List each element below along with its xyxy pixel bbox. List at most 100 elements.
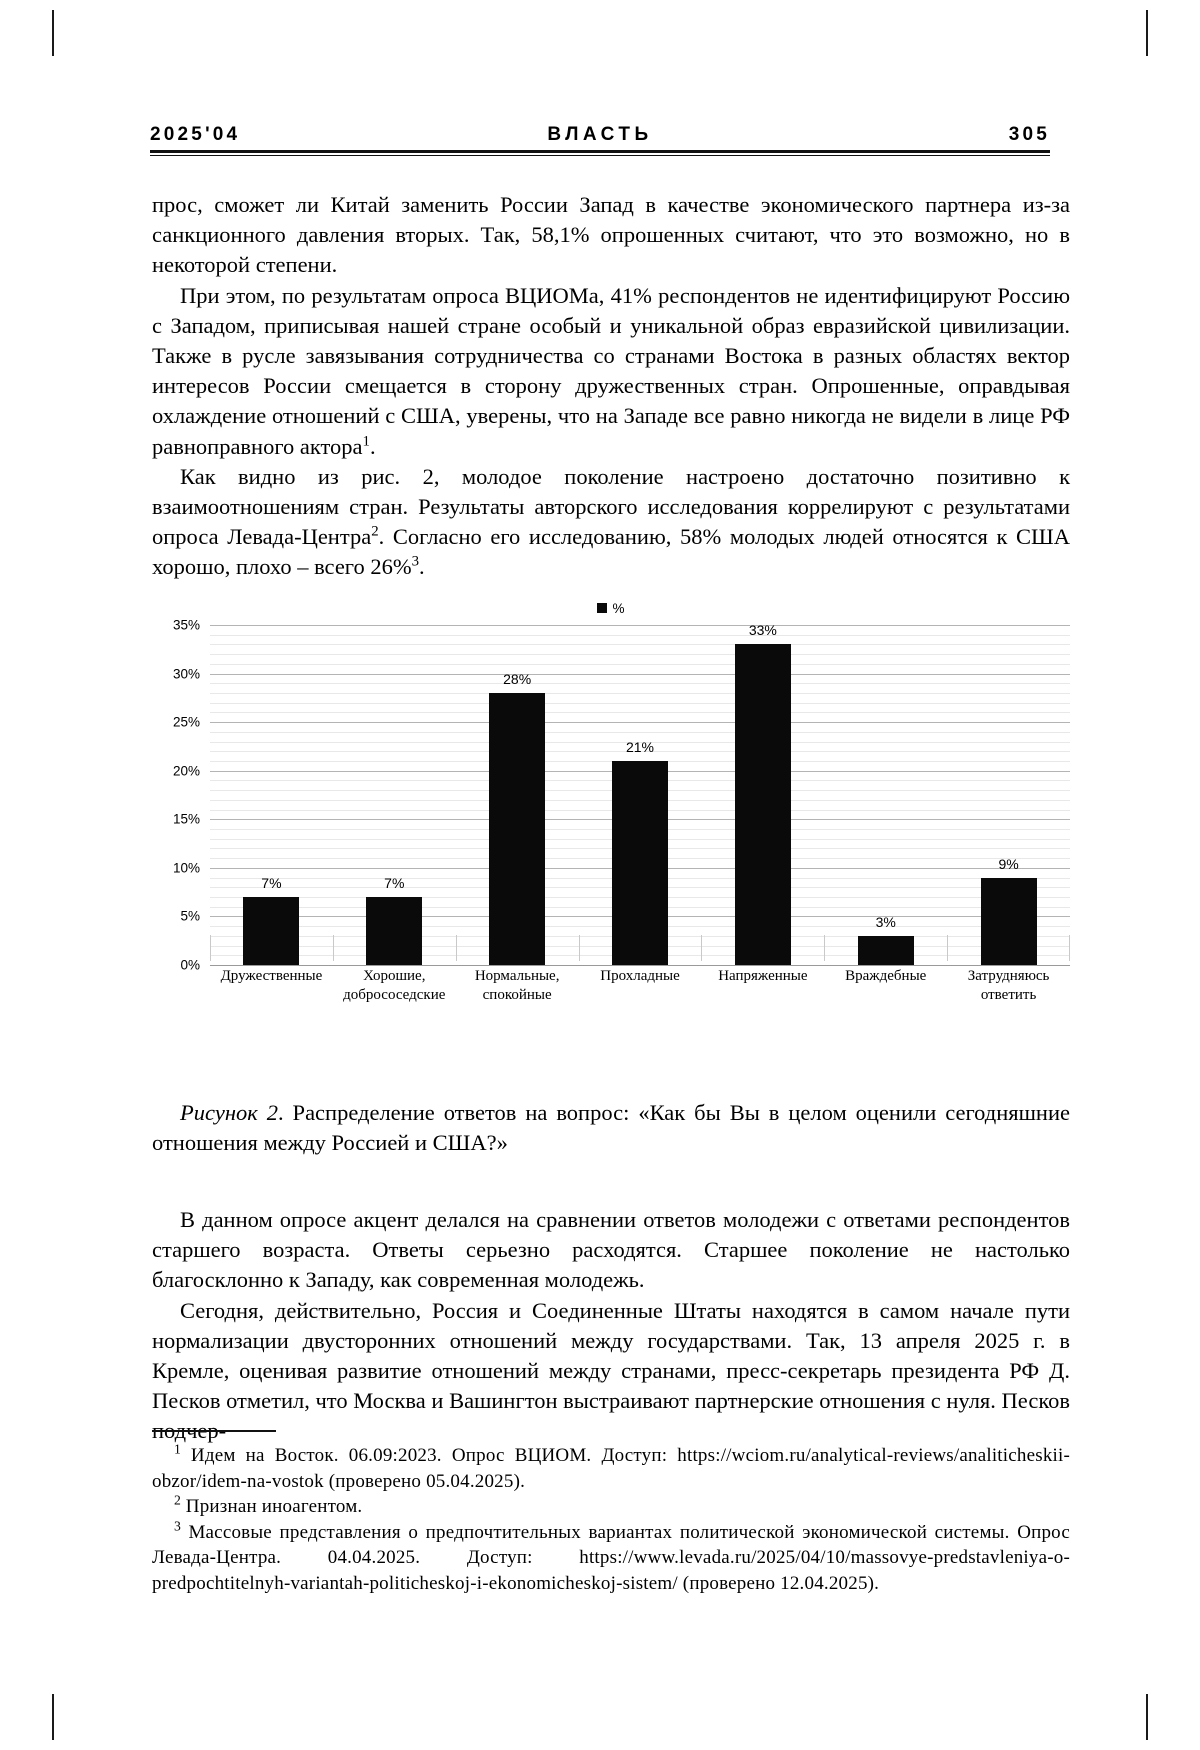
body-text-bottom: В данном опросе акцент делался на сравне… [152, 1205, 1070, 1447]
footnote-text: Идем на Восток. 06.09:2023. Опрос ВЦИОМ.… [152, 1445, 1070, 1492]
bar-value-label: 7% [384, 875, 405, 891]
footnote-list: 1 Идем на Восток. 06.09:2023. Опрос ВЦИО… [152, 1441, 1070, 1597]
footnote-number: 3 [174, 1518, 181, 1534]
figure-caption-label: Рисунок 2 [180, 1100, 278, 1125]
bar-value-label: 28% [503, 671, 532, 687]
paragraph-levada-tail: . [419, 554, 425, 580]
paragraph-continued: прос, сможет ли Китай заменить России За… [152, 192, 1070, 278]
y-tick-label: 5% [180, 908, 200, 924]
bar-cell: 3% [824, 625, 947, 965]
bar-value-label: 7% [261, 875, 282, 891]
y-tick-label: 25% [172, 714, 200, 730]
bar[interactable]: 7% [243, 875, 300, 965]
footnote-text: Признан иноагентом. [180, 1496, 363, 1517]
x-tick-label: Напряженные [718, 968, 808, 984]
chart-plot-area: 35% 30% 25% 20% 15% 10% 5% 0% 7% 7% 28% 21% 33% 3% 9% [152, 618, 1070, 973]
y-tick-label: 30% [172, 666, 200, 682]
crop-mark-top-right [1146, 10, 1148, 56]
footnote-ref-3[interactable]: 3 [411, 553, 420, 570]
bar-value-label: 33% [748, 622, 777, 639]
bar-cell: 7% [333, 625, 456, 965]
y-tick-label: 0% [180, 957, 200, 973]
crop-mark-bottom-right [1146, 1694, 1148, 1740]
x-axis-labels: Дружественные Хорошие, добрососедские Норма… [210, 967, 1070, 1005]
x-tick-label: Дружественные [220, 968, 323, 984]
x-axis-tick-marks [210, 935, 1070, 961]
x-tick-mark [701, 935, 703, 961]
legend-swatch-icon [597, 603, 608, 613]
paragraph-vciom-text: При этом, по результатам опроса ВЦИОМа, … [152, 282, 1070, 459]
bar[interactable]: 21% [612, 739, 668, 965]
bar-cell: 28% [456, 625, 579, 965]
footnote-item: 3 Массовые представления о предпочтитель… [152, 1518, 1070, 1597]
bar-value-label: 3% [875, 913, 896, 930]
paragraph-peskov: Сегодня, действительно, Россия и Соедине… [152, 1297, 1070, 1444]
legend-label: % [612, 600, 625, 616]
gridline-minor [210, 654, 1070, 656]
footnote-text: Массовые представления о предпочтительны… [152, 1521, 1070, 1594]
paragraph-levada-text: . Согласно его исследованию, 58% молодых… [152, 524, 1070, 580]
footnote-separator [152, 1430, 276, 1432]
crop-mark-top-left [52, 10, 54, 56]
gridline-minor [210, 634, 1070, 636]
bar-value-label: 21% [625, 739, 655, 755]
bar[interactable]: 9% [980, 856, 1037, 965]
x-tick-label: Враждебные [845, 968, 927, 984]
gridline-major [210, 722, 1070, 724]
x-tick-label: Прохладные [600, 968, 680, 984]
footnote-item: 1 Идем на Восток. 06.09:2023. Опрос ВЦИО… [152, 1441, 1070, 1494]
issue-label: 2025'04 [150, 124, 241, 145]
bar-cell: 9% [947, 625, 1070, 965]
header-rule [150, 150, 1050, 156]
running-head: 2025'04 ВЛАСТЬ 305 [150, 112, 1050, 146]
x-tick-mark [455, 935, 457, 961]
bar-cell: 7% [210, 625, 333, 965]
gridline-minor [210, 644, 1070, 646]
paragraph-figure-intro-text: Как видно из рис. 2, молодое поколение н… [152, 463, 1070, 550]
bar-value-label: 9% [998, 855, 1019, 872]
bar-cell: 21% [579, 625, 702, 965]
y-tick-label: 35% [172, 617, 200, 633]
gridline-minor [210, 702, 1070, 704]
gridline-minor [210, 751, 1070, 753]
figure-caption: Рисунок 2. Распределение ответов на вопр… [152, 1098, 1070, 1158]
footnote-number: 2 [174, 1492, 181, 1508]
paragraph-figure-intro: Как видно из рис. 2, молодое поколение н… [152, 462, 1070, 583]
gridline-minor [210, 663, 1070, 665]
page-number: 305 [1008, 124, 1050, 145]
x-tick-mark [947, 935, 949, 961]
footnote-ref-2[interactable]: 2 [371, 523, 379, 540]
gridline-minor [210, 712, 1070, 714]
bar[interactable]: 3% [857, 914, 914, 965]
paragraph-survey-focus: В данном опросе акцент делался на сравне… [152, 1207, 1070, 1293]
bar[interactable]: 28% [489, 671, 546, 965]
paragraph-vciom: При этом, по результатам опроса ВЦИОМа, … [152, 281, 1070, 462]
chart-legend: % [152, 595, 1070, 621]
x-tick-label: Хорошие, добрососедские [343, 968, 446, 1003]
footnote-item: 2 Признан иноагентом. [152, 1492, 1070, 1520]
bar-cell: 33% [701, 622, 824, 965]
footnote-number: 1 [174, 1441, 181, 1457]
paragraph-vciom-tail: . [369, 433, 376, 459]
journal-title: ВЛАСТЬ [547, 124, 653, 145]
x-tick-mark [578, 935, 580, 961]
figure-2-bar-chart: % 35% 30% 25% 20% 15% 10% 5% 0% 7% 7% 28% 21% 33% 3%… [152, 595, 1070, 1003]
x-tick-label: Затрудняюсь ответить [967, 968, 1050, 1003]
crop-mark-bottom-left [52, 1694, 54, 1740]
body-text-top: прос, сможет ли Китай заменить России За… [152, 190, 1070, 583]
bar[interactable]: 7% [366, 875, 423, 965]
x-tick-label: Нормальные, спокойные [474, 968, 560, 1003]
gridline-minor [210, 731, 1070, 733]
x-tick-mark [1069, 935, 1070, 961]
figure-caption-text: . Распределение ответов на вопрос: «Как … [152, 1100, 1070, 1156]
bar[interactable]: 33% [734, 622, 791, 965]
x-tick-mark [210, 935, 211, 961]
gridline-major [210, 625, 1070, 626]
x-tick-mark [332, 935, 334, 961]
x-tick-mark [824, 935, 826, 961]
footnote-ref-1[interactable]: 1 [362, 433, 370, 450]
y-axis-labels: 35% 30% 25% 20% 15% 10% 5% 0% [152, 618, 206, 973]
gridline-major [210, 965, 1070, 966]
y-tick-label: 15% [172, 811, 200, 827]
